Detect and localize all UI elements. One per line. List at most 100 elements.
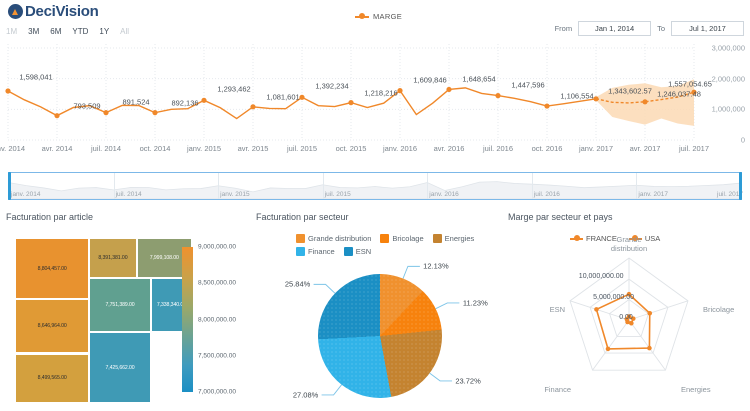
radar-legend[interactable]: FRANCE USA — [570, 234, 660, 243]
navigator-handle-left[interactable] — [8, 172, 11, 200]
treemap-cell-value: 8,499,565.00 — [37, 375, 67, 382]
navigator-divider — [322, 173, 324, 199]
range-button-1y[interactable]: 1Y — [99, 27, 110, 36]
treemap-cell[interactable]: 7,425,662.00 — [89, 332, 151, 403]
radar-chart[interactable]: Grande distribution Bricolage Energies Fina… — [524, 235, 734, 406]
radar-axis-label: Grande distribution — [610, 235, 648, 253]
radar-axis-label: Finance — [544, 385, 571, 394]
radar-legend-marker-icon — [628, 235, 642, 241]
treemap-cell[interactable]: 8,391,381.00 — [89, 238, 137, 278]
range-button-6m[interactable]: 6M — [50, 27, 62, 36]
treemap-cell-value: 8,646,964.00 — [37, 323, 67, 330]
pie-legend-item[interactable]: ESN — [343, 247, 371, 256]
main-chart-x-tick: avr. 2014 — [41, 144, 73, 153]
main-chart-x-tick: juil. 2016 — [482, 144, 514, 153]
range-selector-buttons[interactable]: 1M 3M 6M YTD 1Y All — [6, 27, 129, 36]
app-header: DeciVision — [0, 0, 750, 22]
treemap-cell[interactable]: 7,751,389.00 — [89, 277, 151, 333]
brand-name-part2: Vision — [55, 3, 99, 20]
main-chart-x-tick: avr. 2015 — [237, 144, 269, 153]
main-chart-x-axis: janv. 2014 avr. 2014 juil. 2014 oct. 2014 ja… — [0, 142, 709, 158]
main-chart-x-tick: oct. 2015 — [335, 144, 367, 153]
navigator-divider — [427, 173, 429, 199]
range-button-1m[interactable]: 1M — [6, 27, 18, 36]
pie-legend-swatch — [432, 234, 442, 243]
treemap-cell-value: 7,425,662.00 — [105, 364, 135, 371]
main-chart-legend[interactable]: MARGE — [355, 12, 402, 21]
radar-legend-label: USA — [644, 234, 661, 243]
pie-legend-item[interactable]: Grande distribution — [296, 234, 371, 243]
range-button-ytd[interactable]: YTD — [72, 27, 89, 36]
main-chart-point-label: 891,524 — [122, 97, 150, 107]
main-chart-x-tick: janv. 2014 — [0, 144, 26, 153]
date-to-input[interactable] — [671, 21, 744, 36]
range-button-3m[interactable]: 3M — [28, 27, 40, 36]
radar-legend-item[interactable]: FRANCE — [570, 234, 617, 243]
pie-chart[interactable] — [313, 265, 460, 398]
treemap-cell[interactable]: 8,646,964.00 — [15, 299, 90, 354]
pie-percent-label: 23.72% — [455, 376, 481, 386]
main-chart-point-label: 1,598,041 — [19, 72, 53, 82]
pie-legend-label: Bricolage — [392, 234, 424, 243]
pie-legend-swatch — [296, 247, 305, 256]
treemap-colorbar-tick: 8,500,000.00 — [198, 279, 236, 287]
radar-canvas — [569, 257, 689, 371]
pie-legend[interactable]: Grande distribution Bricolage Energies Fina… — [296, 234, 506, 256]
treemap-cell[interactable]: 8,804,457.00 — [15, 238, 90, 300]
range-button-all[interactable]: All — [120, 27, 130, 36]
date-from-input[interactable] — [578, 21, 652, 36]
navigator-handle-right[interactable] — [739, 172, 742, 200]
main-chart-point-label: 793,509 — [73, 101, 101, 111]
main-chart-x-tick: janv. 2015 — [186, 144, 222, 153]
brand-name-part1: Deci — [25, 3, 56, 20]
from-label: From — [554, 24, 573, 33]
main-chart-x-tick: janv. 2017 — [578, 144, 614, 153]
treemap-colorbar-tick: 7,500,000.00 — [198, 352, 236, 360]
pie-legend-item[interactable]: Energies — [432, 234, 474, 243]
treemap-chart[interactable]: 8,804,457.00 8,391,381.00 7,999,108.00 8,64… — [15, 238, 192, 403]
radar-axis-label: Bricolage — [703, 305, 735, 314]
navigator-tick-label: juil. 2016 — [533, 191, 560, 198]
treemap-colorbar-tick: 7,000,000.00 — [198, 388, 236, 396]
radar-legend-label: FRANCE — [586, 234, 617, 243]
main-chart-y-axis: 0 1,000,000 2,000,000 3,000,000 — [696, 40, 748, 148]
radar-legend-item[interactable]: USA — [628, 234, 661, 243]
radar-axis-label: ESN — [549, 305, 565, 314]
to-label: To — [657, 24, 665, 33]
pie-disc — [318, 274, 442, 398]
date-range-controls[interactable]: From To — [555, 21, 744, 36]
main-chart-point-label: 1,246,037.48 — [657, 89, 701, 99]
treemap-cell[interactable]: 8,499,565.00 — [15, 353, 90, 403]
navigator-divider — [113, 173, 115, 199]
main-timeseries-chart[interactable]: 0 1,000,000 2,000,000 3,000,000 janv. 2014 a… — [0, 40, 750, 162]
pie-legend-item[interactable]: Bricolage — [380, 234, 424, 243]
radar-axis-label: Energies — [681, 385, 711, 394]
play-circle-icon — [8, 4, 23, 19]
brand-logo[interactable]: DeciVision — [8, 3, 99, 20]
navigator-divider — [636, 173, 638, 199]
radar-tick-label: 0.00 — [619, 314, 633, 321]
radar-tick-label: 5,000,000.00 — [593, 293, 635, 301]
main-chart-point-label: 1,557,054.65 — [668, 79, 712, 89]
main-chart-canvas — [5, 44, 697, 141]
range-navigator[interactable]: janv. 2014 juil. 2014 janv. 2015 juil. 2015… — [8, 172, 744, 200]
legend-marker-icon — [355, 13, 369, 19]
pie-legend-item[interactable]: Finance — [296, 247, 335, 256]
treemap-cell-value: 7,338,340.00 — [156, 301, 186, 308]
treemap-title: Facturation par article — [6, 212, 94, 222]
treemap-colorbar-tick: 8,000,000.00 — [198, 316, 236, 323]
main-chart-x-tick: avr. 2016 — [433, 144, 465, 153]
pie-legend-label: Grande distribution — [308, 234, 372, 243]
pie-legend-swatch — [296, 234, 305, 243]
panel-marge-par-secteur-et-pays: Marge par secteur et pays FRANCE USA Gran… — [508, 212, 750, 411]
pie-percent-label: 25.84% — [284, 279, 311, 289]
navigator-tick-label: juil. 2014 — [115, 191, 142, 198]
treemap-colorbar-tick: 9,000,000.00 — [198, 243, 236, 251]
navigator-tick-label: juil. 2017 — [717, 191, 744, 198]
treemap-cell-value: 8,391,381.00 — [98, 254, 128, 261]
pie-legend-swatch — [343, 247, 353, 256]
pie-percent-label: 12.13% — [423, 261, 449, 271]
main-chart-point-label: 1,081,601 — [266, 92, 300, 102]
pie-leader-lines — [313, 265, 460, 396]
pie-texture-overlay — [318, 274, 442, 398]
